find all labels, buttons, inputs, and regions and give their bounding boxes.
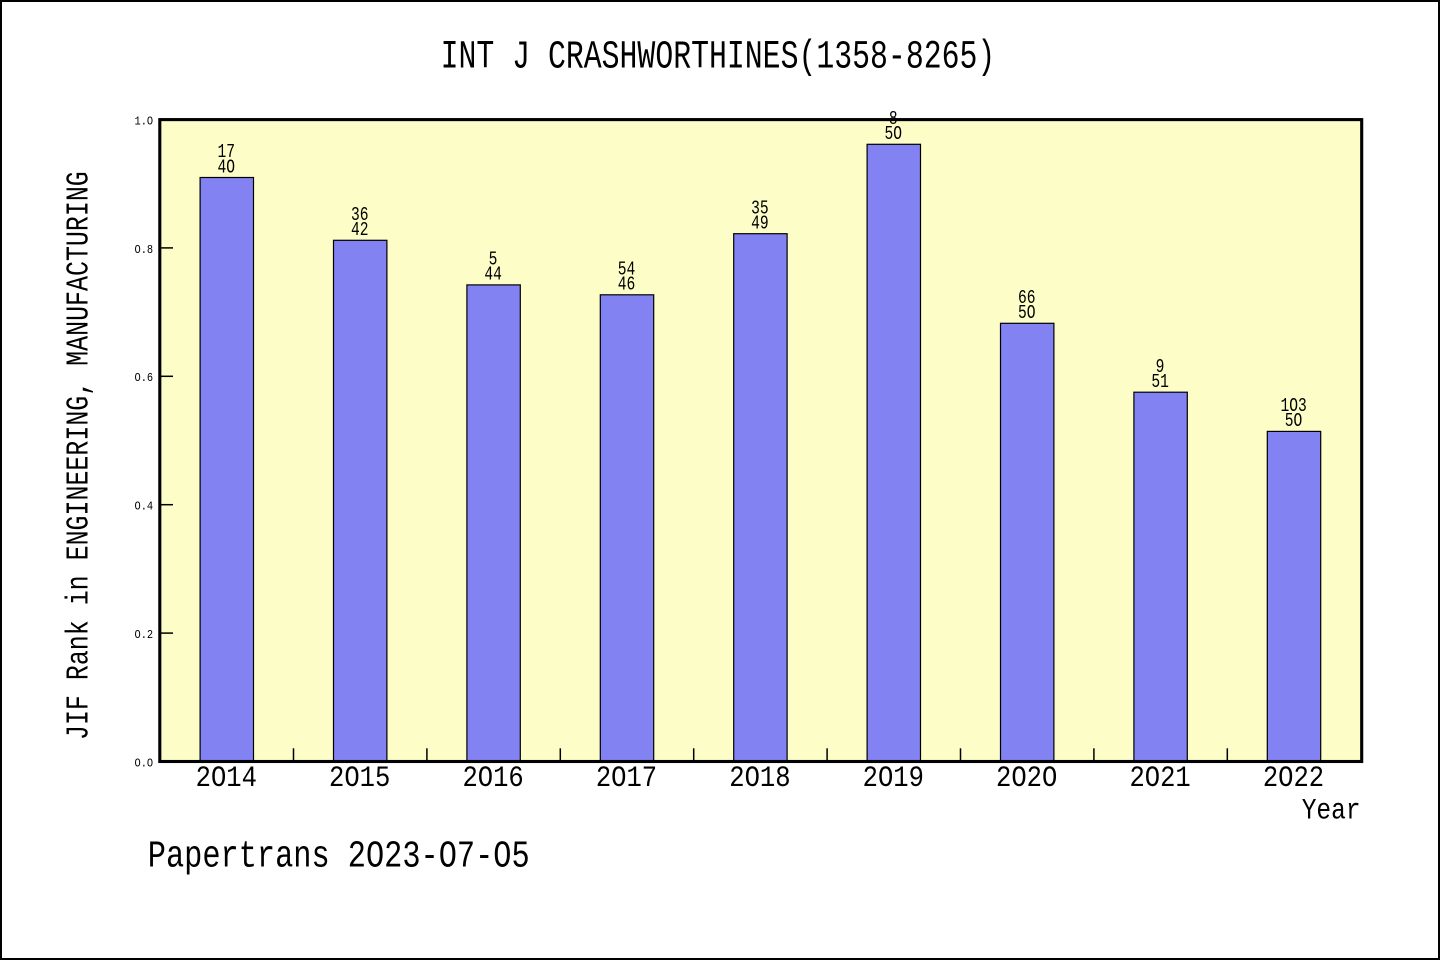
svg-text:5O: 5O	[885, 124, 903, 146]
svg-text:O.4: O.4	[135, 501, 154, 514]
svg-text:1.O: 1.O	[135, 116, 154, 129]
svg-text:2O19: 2O19	[863, 762, 924, 795]
svg-text:1O3: 1O3	[1280, 396, 1306, 418]
svg-text:8: 8	[889, 109, 898, 131]
svg-text:O.2: O.2	[135, 629, 154, 642]
svg-text:2O2O: 2O2O	[996, 762, 1057, 795]
svg-text:9: 9	[1156, 357, 1165, 379]
svg-text:2O18: 2O18	[729, 762, 790, 795]
svg-text:5O: 5O	[1018, 303, 1036, 325]
svg-text:5: 5	[489, 250, 498, 272]
svg-text:42: 42	[351, 220, 369, 242]
svg-text:51: 51	[1151, 372, 1169, 394]
svg-text:2O16: 2O16	[462, 762, 523, 795]
svg-text:INT J CRASHWORTHINES(1358-8265: INT J CRASHWORTHINES(1358-8265)	[441, 35, 996, 80]
svg-text:JIF Rank in ENGINEERING, MANUF: JIF Rank in ENGINEERING, MANUFACTURING	[61, 171, 98, 740]
svg-text:49: 49	[751, 214, 769, 236]
svg-text:2O17: 2O17	[596, 762, 657, 795]
svg-text:O.O: O.O	[135, 758, 154, 771]
svg-text:Papertrans 2O23-O7-O5: Papertrans 2O23-O7-O5	[148, 836, 530, 879]
svg-text:O.6: O.6	[135, 373, 154, 386]
svg-text:2O14: 2O14	[196, 762, 257, 795]
svg-text:4O: 4O	[218, 158, 236, 180]
svg-text:2O21: 2O21	[1129, 762, 1190, 795]
svg-text:17: 17	[218, 142, 236, 164]
svg-text:46: 46	[618, 275, 636, 297]
svg-text:Year: Year	[1302, 795, 1361, 829]
svg-text:54: 54	[618, 260, 636, 282]
svg-text:O.8: O.8	[135, 244, 154, 257]
svg-text:36: 36	[351, 205, 369, 227]
svg-text:2O22: 2O22	[1263, 762, 1324, 795]
svg-text:5O: 5O	[1285, 411, 1303, 433]
svg-text:35: 35	[751, 199, 769, 221]
svg-text:44: 44	[484, 265, 502, 287]
svg-text:2O15: 2O15	[329, 762, 390, 795]
svg-text:66: 66	[1018, 288, 1036, 310]
